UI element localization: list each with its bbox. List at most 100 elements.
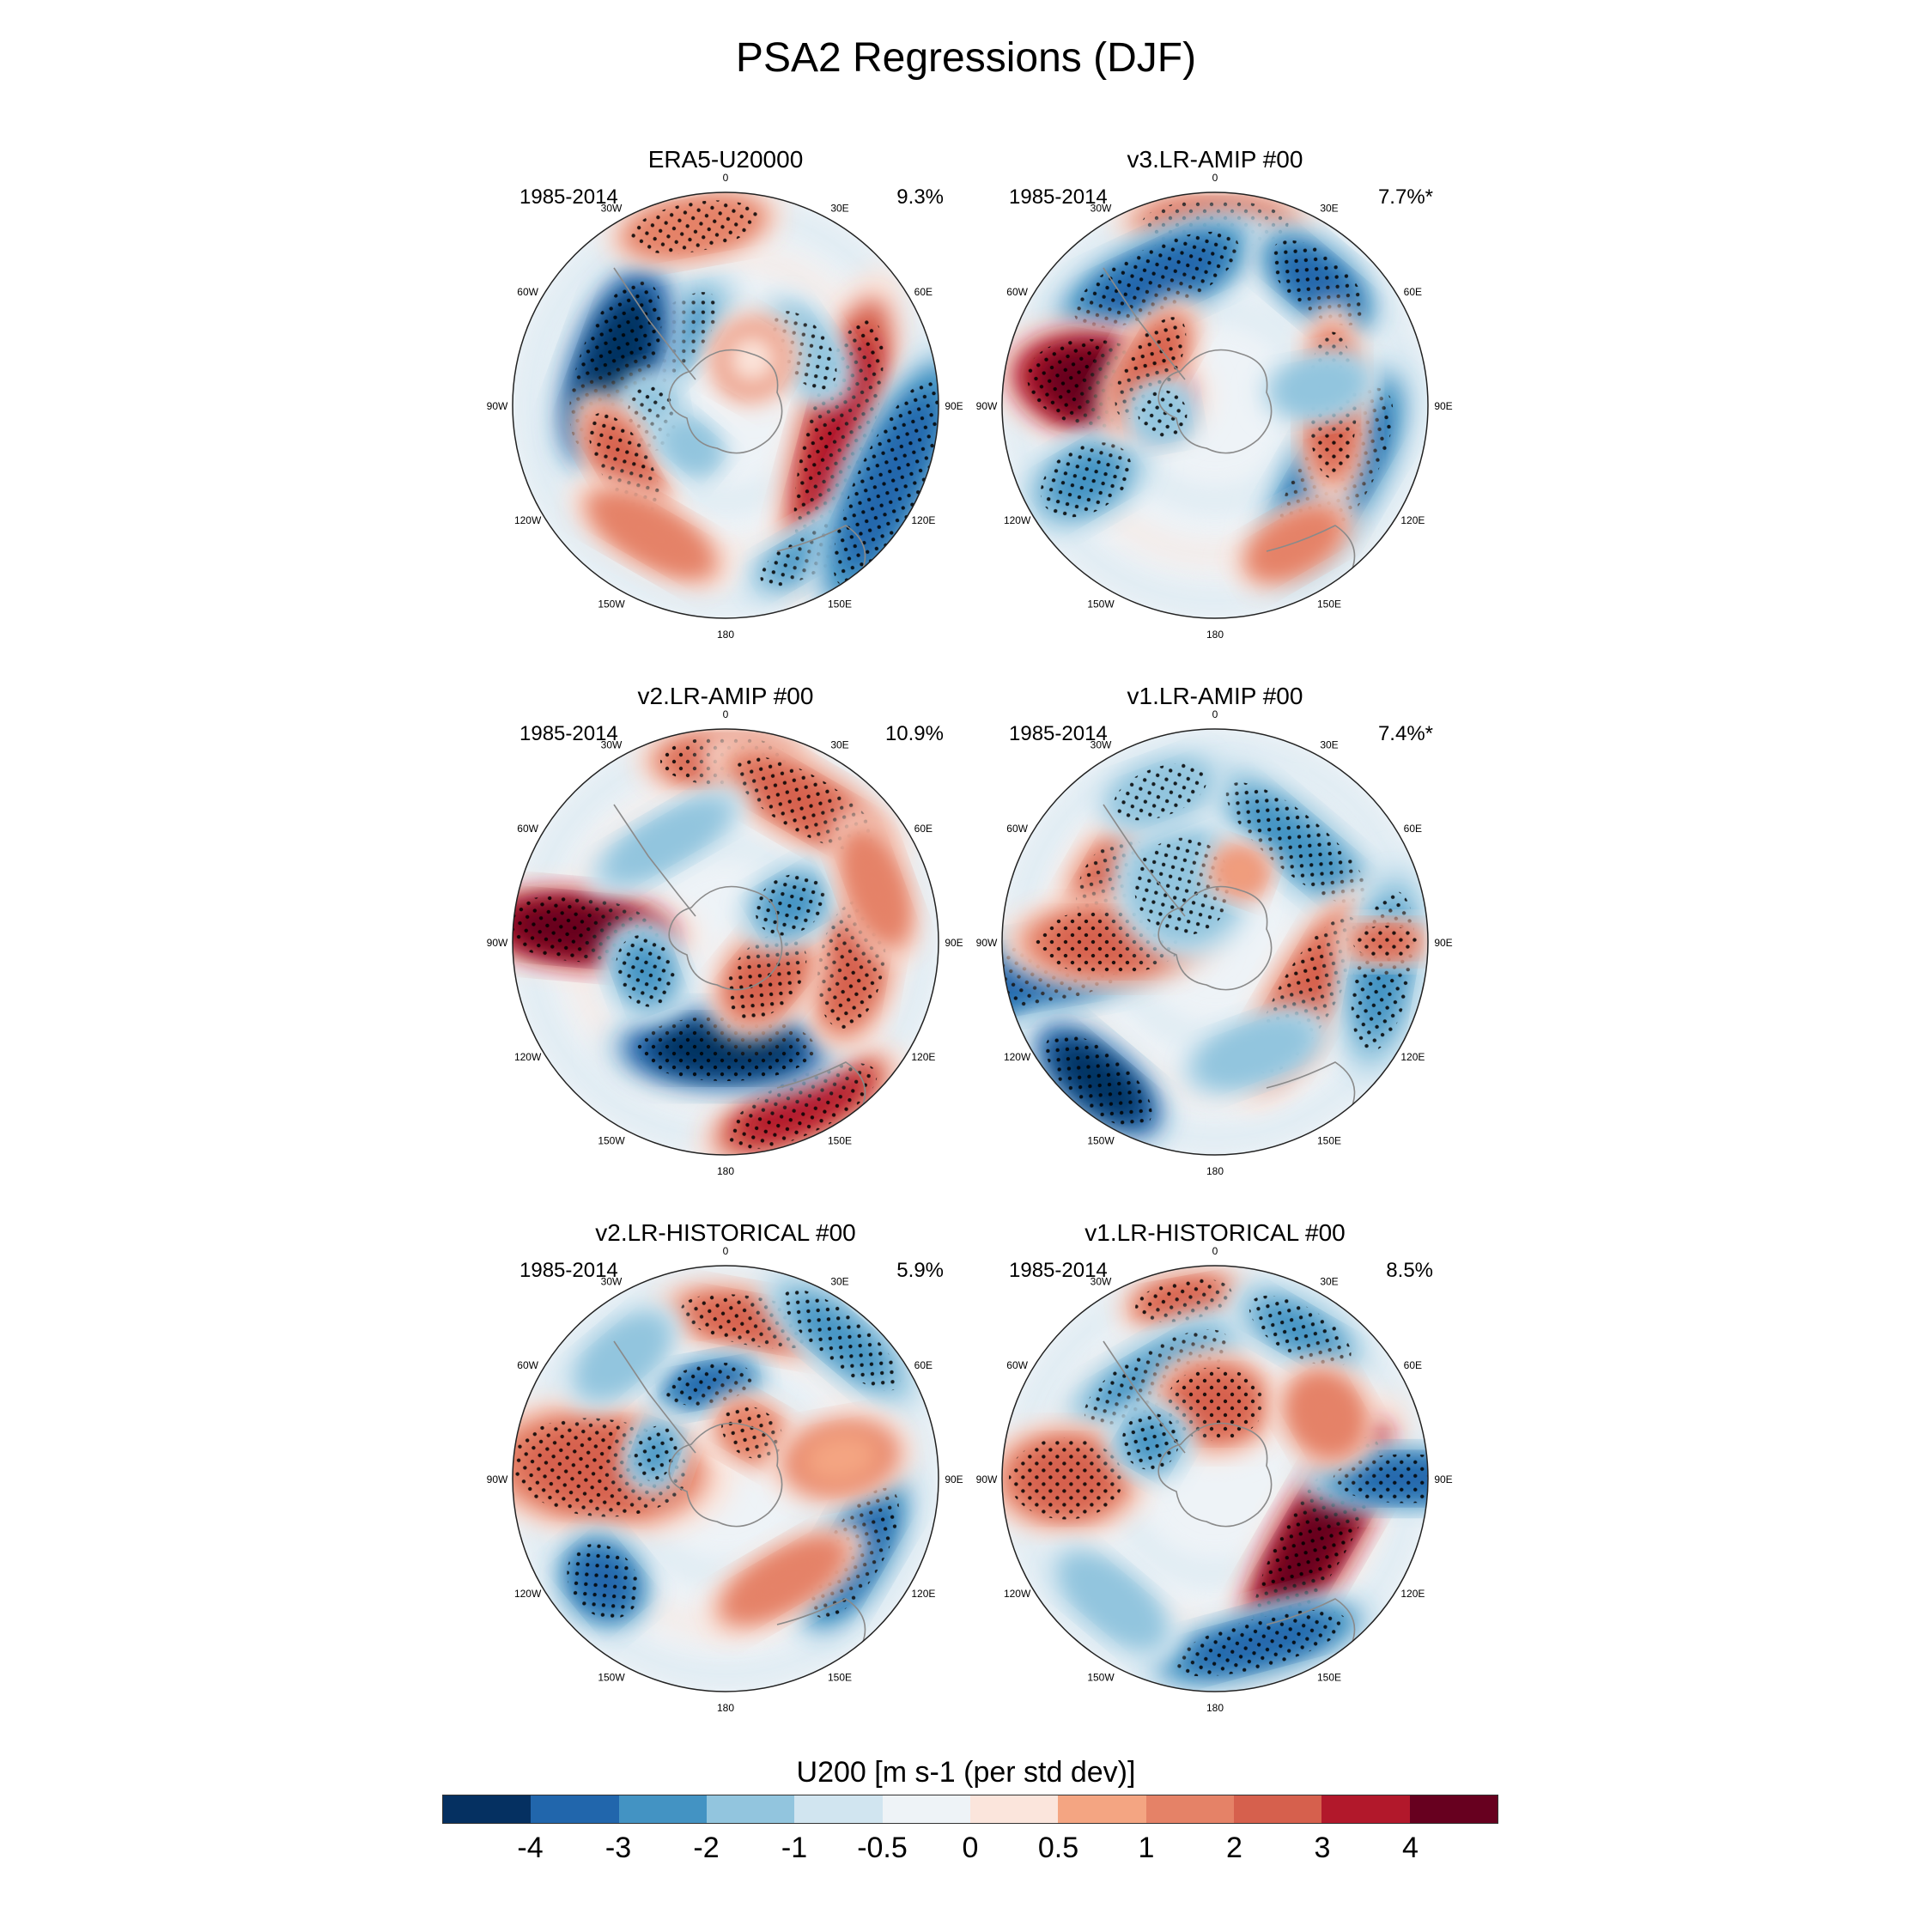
map-field — [513, 1266, 939, 1692]
polar-map: 0 30E 60E 90E 120E 150E 180 150W 120W 90W 60W 30W — [976, 1245, 1453, 1714]
significance-stipple — [755, 873, 825, 936]
longitude-label: 30E — [1320, 203, 1338, 215]
map-field — [1002, 729, 1428, 1155]
significance-stipple — [833, 377, 939, 586]
anomaly-core — [588, 1325, 658, 1388]
south-america-coastline — [1103, 804, 1186, 917]
longitude-label: 30W — [1091, 1276, 1112, 1288]
longitude-label: 90E — [945, 400, 963, 412]
longitude-label: 120W — [514, 1588, 542, 1600]
polar-map: 0 30E 60E 90E 120E 150E 180 150W 120W 90W 60W 30W — [976, 708, 1453, 1177]
map-field — [513, 729, 939, 1155]
longitude-label: 150W — [598, 598, 625, 610]
panel-percent: 7.4%* — [1377, 722, 1433, 745]
significance-stipple — [1352, 926, 1419, 958]
polar-map: 0 30E 60E 90E 120E 150E 180 150W 120W 90W 60W 30W — [976, 172, 1453, 641]
longitude-label: 90W — [976, 937, 998, 949]
longitude-label: 150W — [1087, 1134, 1115, 1146]
map-border — [1001, 1265, 1429, 1692]
colorbar-swatch — [1233, 1795, 1322, 1823]
significance-stipple — [1225, 782, 1369, 906]
longitude-label: 60W — [517, 286, 538, 298]
map-panel: v1.LR-AMIP #00 1985-2014 7.4%* 0 30E 60E 90E 12… — [975, 683, 1455, 1198]
longitude-label: 120E — [911, 1588, 935, 1600]
longitude-label: 30E — [1320, 739, 1338, 751]
longitude-label: 150E — [828, 1134, 852, 1146]
colorbar-tick-label: -0.5 — [857, 1832, 908, 1864]
longitude-label: 150W — [598, 1671, 625, 1683]
longitude-label: 90E — [1434, 937, 1452, 949]
colorbar-swatch — [1058, 1795, 1146, 1823]
significance-stipple — [1172, 1610, 1346, 1677]
colorbar-tick-label: -3 — [605, 1832, 632, 1864]
longitude-label: 90E — [1434, 400, 1452, 412]
colorbar-tick-label: 4 — [1402, 1832, 1419, 1864]
panel-title: v1.LR-HISTORICAL #00 — [1084, 1219, 1346, 1246]
colorbar-tick-label: 0 — [962, 1832, 979, 1864]
longitude-label: 180 — [717, 629, 734, 641]
anomaly-core — [1257, 516, 1333, 571]
longitude-label: 60E — [914, 286, 933, 298]
colorbar-swatch — [706, 1795, 795, 1823]
antarctica-coastline — [668, 349, 783, 454]
longitude-label: 90W — [487, 937, 508, 949]
panel-title: ERA5-U20000 — [647, 146, 804, 173]
anomaly-core — [618, 809, 716, 872]
longitude-label: 0 — [723, 1245, 729, 1257]
colorbar-tick-label: -1 — [781, 1832, 808, 1864]
longitude-label: 180 — [1206, 629, 1224, 641]
longitude-label: 120E — [911, 1051, 935, 1063]
longitude-label: 30W — [601, 739, 623, 751]
longitude-label: 90W — [976, 1473, 998, 1485]
south-america-coastline — [1103, 1340, 1186, 1454]
significance-stipple — [1040, 442, 1132, 518]
longitude-label: 120W — [1004, 1051, 1031, 1063]
significance-stipple — [793, 317, 884, 555]
colorbar — [442, 1795, 1498, 1824]
map-border — [1001, 728, 1429, 1156]
significance-stipple — [1166, 1367, 1264, 1441]
significance-stipple — [567, 1543, 640, 1619]
longitude-label: 90E — [1434, 1473, 1452, 1485]
significance-stipple — [783, 1289, 901, 1391]
polar-map: 0 30E 60E 90E 120E 150E 180 150W 120W 90W 60W 30W — [487, 708, 963, 1177]
longitude-label: 30E — [830, 1276, 848, 1288]
longitude-label: 0 — [1212, 172, 1218, 184]
significance-stipple — [726, 933, 807, 1019]
longitude-label: 90W — [487, 400, 508, 412]
south-america-coastline — [613, 804, 696, 917]
map-field — [1002, 192, 1428, 618]
panel-percent: 8.5% — [1386, 1259, 1433, 1282]
panel-period: 1985-2014 — [1009, 722, 1108, 745]
longitude-label: 60W — [1006, 823, 1028, 835]
map-panel: ERA5-U20000 1985-2014 9.3% 0 30E 60E 90E 120E 15… — [485, 146, 966, 661]
longitude-label: 30E — [830, 203, 848, 215]
anomaly-core — [725, 331, 780, 387]
longitude-label: 120E — [1400, 1051, 1425, 1063]
map-border — [1001, 191, 1429, 619]
map-panel: v1.LR-HISTORICAL #00 1985-2014 8.5% 0 30E 60E… — [975, 1219, 1455, 1735]
longitude-label: 150E — [828, 1671, 852, 1683]
longitude-label: 60W — [1006, 1359, 1028, 1371]
significance-stipple — [1073, 231, 1239, 328]
map-panel: v3.LR-AMIP #00 1985-2014 7.7%* 0 30E 60E 90E 12… — [975, 146, 1455, 661]
colorbar-tick-label: 1 — [1138, 1832, 1155, 1864]
colorbar-swatch — [1321, 1795, 1410, 1823]
significance-stipple — [1138, 390, 1188, 440]
longitude-label: 120W — [1004, 1588, 1031, 1600]
longitude-label: 90E — [945, 937, 963, 949]
anomaly-core — [1072, 1566, 1152, 1636]
significance-stipple — [1113, 763, 1207, 821]
colorbar-swatch — [618, 1795, 707, 1823]
map-border — [512, 728, 939, 1156]
antarctica-coastline — [668, 1422, 783, 1528]
colorbar-swatch — [882, 1795, 970, 1823]
colorbar-swatch — [531, 1795, 619, 1823]
longitude-label: 150E — [1317, 1134, 1341, 1146]
map-border — [512, 191, 939, 619]
colorbar-swatch — [794, 1795, 883, 1823]
significance-stipple — [1008, 1437, 1123, 1520]
anomaly-core — [670, 425, 714, 467]
longitude-label: 120E — [1400, 1588, 1425, 1600]
longitude-label: 60W — [517, 1359, 538, 1371]
